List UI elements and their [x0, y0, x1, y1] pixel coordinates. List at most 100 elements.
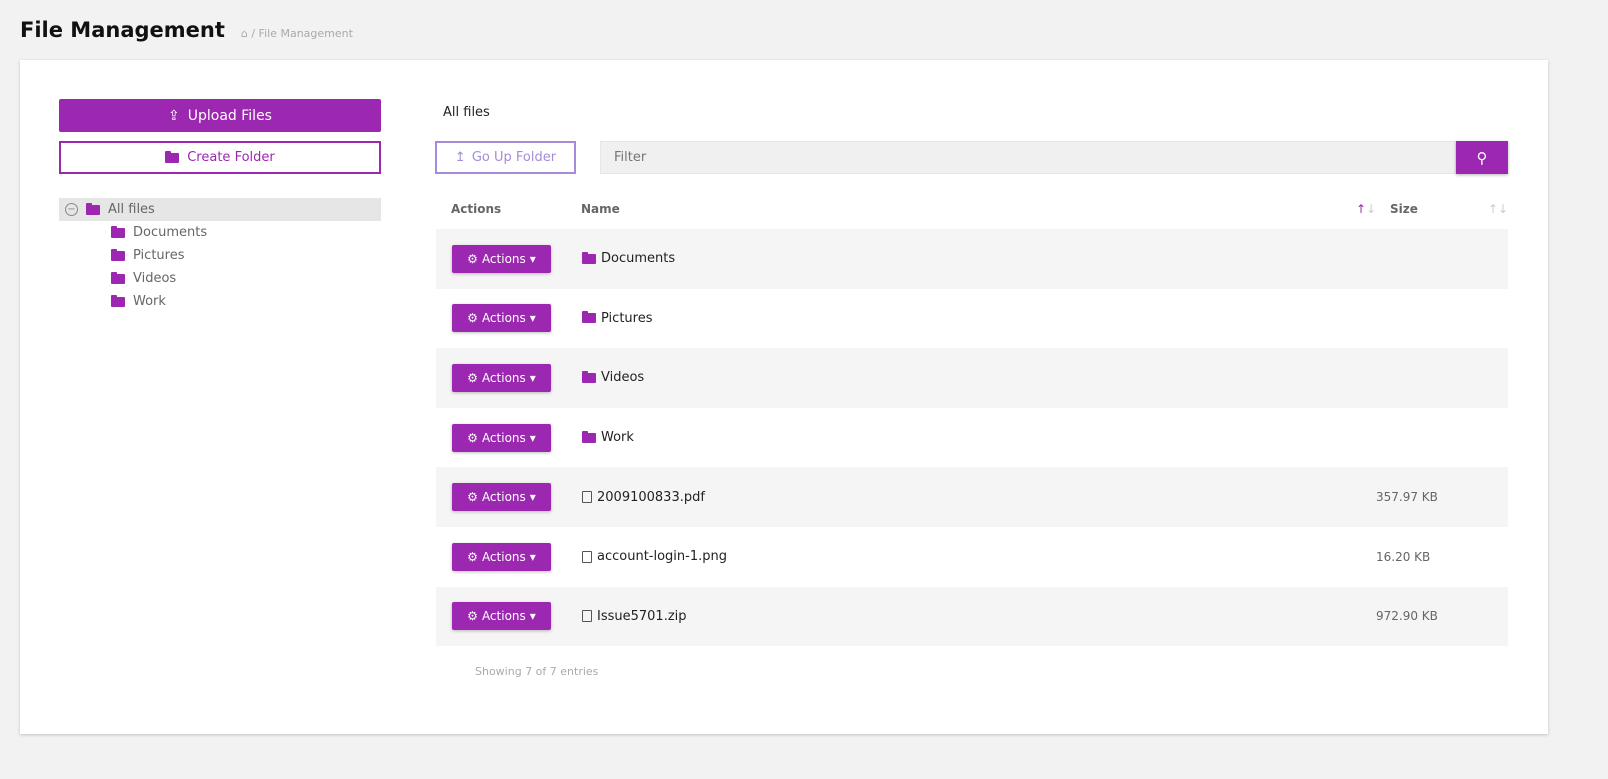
sort-icon[interactable]: ↑↓ — [1488, 202, 1509, 216]
caret-down-icon: ▾ — [529, 430, 536, 445]
file-manager-card: ⇪ Upload Files Create Folder − All files D… — [20, 60, 1548, 734]
breadcrumb: ⌂ / File Management — [241, 27, 353, 40]
file-icon — [582, 610, 592, 623]
collapse-icon[interactable]: − — [65, 203, 78, 216]
go-up-label: Go Up Folder — [471, 150, 557, 165]
caret-down-icon: ▾ — [529, 490, 536, 505]
actions-label: Actions — [481, 251, 526, 266]
actions-label: Actions — [481, 311, 526, 326]
table-row: ⚙ Actions ▾ Documents — [436, 229, 1508, 289]
arrow-up-icon: ↥ — [454, 150, 466, 165]
actions-dropdown-button[interactable]: ⚙ Actions ▾ — [452, 602, 551, 631]
tree-item-documents[interactable]: Documents — [59, 221, 381, 244]
caret-down-icon: ▾ — [529, 609, 536, 624]
actions-dropdown-button[interactable]: ⚙ Actions ▾ — [452, 304, 551, 333]
go-up-folder-button[interactable]: ↥ Go Up Folder — [435, 141, 576, 174]
gear-icon: ⚙ — [467, 251, 478, 266]
tree-label: Work — [133, 294, 166, 309]
tree-label: Documents — [133, 225, 208, 240]
file-name[interactable]: Documents — [582, 251, 675, 266]
tree-label: Pictures — [133, 248, 185, 263]
actions-label: Actions — [481, 609, 526, 624]
table-row: ⚙ Actions ▾ Pictures — [436, 289, 1508, 349]
home-icon[interactable]: ⌂ — [240, 27, 248, 40]
file-table: ⚙ Actions ▾ Documents ⚙ Actions ▾ Pictures ⚙… — [436, 229, 1508, 647]
file-icon — [582, 491, 592, 504]
file-name[interactable]: Pictures — [582, 311, 652, 326]
create-folder-button[interactable]: Create Folder — [59, 141, 381, 174]
name-text: Work — [601, 430, 634, 446]
actions-dropdown-button[interactable]: ⚙ Actions ▾ — [452, 363, 551, 392]
folder-icon — [582, 251, 596, 264]
table-row: ⚙ Actions ▾ 2009100833.pdf 357.97 KB — [436, 467, 1508, 527]
name-text: Videos — [601, 370, 645, 386]
create-label: Create Folder — [187, 150, 275, 165]
folder-icon — [111, 294, 125, 307]
column-header-actions: Actions — [451, 202, 502, 216]
column-header-name[interactable]: Name — [581, 202, 620, 216]
caret-down-icon: ▾ — [529, 311, 536, 326]
folder-icon — [111, 271, 125, 284]
search-icon: ⚲ — [1476, 148, 1488, 167]
actions-label: Actions — [481, 370, 526, 385]
folder-tree: − All files Documents Pictures Videos Wor… — [59, 198, 381, 313]
caret-down-icon: ▾ — [529, 251, 536, 266]
file-size: 357.97 KB — [1376, 490, 1438, 505]
upload-files-button[interactable]: ⇪ Upload Files — [59, 99, 381, 132]
name-text: account-login-1.png — [597, 549, 727, 565]
tree-item-videos[interactable]: Videos — [59, 267, 381, 290]
file-name[interactable]: account-login-1.png — [582, 549, 727, 564]
caret-down-icon: ▾ — [529, 370, 536, 385]
folder-icon — [111, 248, 125, 261]
gear-icon: ⚙ — [467, 490, 478, 505]
gear-icon: ⚙ — [467, 311, 478, 326]
actions-label: Actions — [481, 549, 526, 564]
tree-label: Videos — [133, 271, 177, 286]
actions-label: Actions — [481, 490, 526, 505]
folder-icon — [582, 370, 596, 383]
search-button[interactable]: ⚲ — [1456, 141, 1508, 174]
column-header-size[interactable]: Size — [1390, 202, 1418, 216]
tree-item-pictures[interactable]: Pictures — [59, 244, 381, 267]
file-size: 16.20 KB — [1376, 549, 1431, 564]
file-name[interactable]: 2009100833.pdf — [582, 490, 705, 505]
gear-icon: ⚙ — [467, 430, 478, 445]
table-row: ⚙ Actions ▾ Issue5701.zip 972.90 KB — [436, 586, 1508, 647]
folder-icon — [582, 311, 596, 324]
name-text: Pictures — [601, 310, 653, 326]
entries-info: Showing 7 of 7 entries — [475, 665, 599, 678]
table-row: ⚙ Actions ▾ Videos — [436, 348, 1508, 408]
actions-dropdown-button[interactable]: ⚙ Actions ▾ — [452, 244, 551, 273]
name-text: Documents — [601, 251, 676, 267]
actions-label: Actions — [481, 430, 526, 445]
file-name[interactable]: Issue5701.zip — [582, 609, 687, 624]
actions-dropdown-button[interactable]: ⚙ Actions ▾ — [452, 483, 551, 512]
sort-icon[interactable]: ↑↓ — [1356, 202, 1377, 216]
file-icon — [582, 550, 592, 563]
gear-icon: ⚙ — [467, 609, 478, 624]
folder-icon — [86, 202, 100, 215]
page-title: File Management — [20, 18, 225, 42]
breadcrumb-current: / File Management — [251, 27, 353, 40]
table-row: ⚙ Actions ▾ account-login-1.png 16.20 KB — [436, 527, 1508, 587]
name-text: 2009100833.pdf — [597, 489, 705, 505]
filter-input[interactable] — [600, 141, 1456, 174]
current-folder-label: All files — [443, 105, 490, 120]
tree-item-work[interactable]: Work — [59, 290, 381, 313]
page-header: File Management ⌂ / File Management — [20, 18, 353, 42]
caret-down-icon: ▾ — [529, 549, 536, 564]
tree-label: All files — [108, 202, 155, 217]
upload-icon: ⇪ — [168, 107, 180, 124]
file-name[interactable]: Videos — [582, 370, 644, 385]
folder-icon — [111, 225, 125, 238]
actions-dropdown-button[interactable]: ⚙ Actions ▾ — [452, 423, 551, 452]
gear-icon: ⚙ — [467, 549, 478, 564]
gear-icon: ⚙ — [467, 370, 478, 385]
table-row: ⚙ Actions ▾ Work — [436, 408, 1508, 468]
upload-label: Upload Files — [187, 107, 272, 124]
file-name[interactable]: Work — [582, 430, 634, 445]
actions-dropdown-button[interactable]: ⚙ Actions ▾ — [452, 542, 551, 571]
file-size: 972.90 KB — [1376, 609, 1438, 624]
tree-item-all-files[interactable]: − All files — [59, 198, 381, 221]
folder-plus-icon — [165, 150, 180, 163]
